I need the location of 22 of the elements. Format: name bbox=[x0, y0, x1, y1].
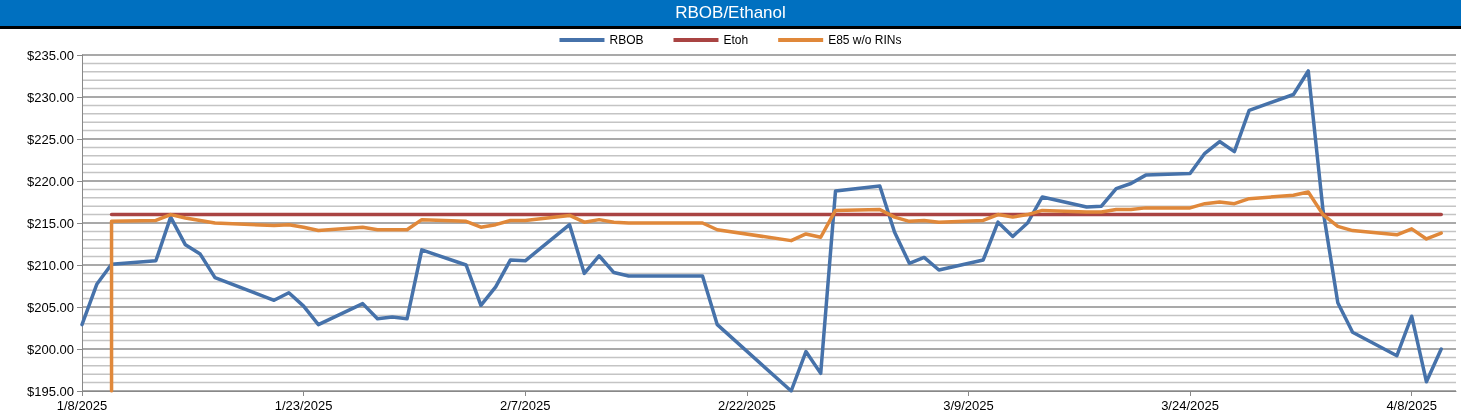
x-tick-label: 3/9/2025 bbox=[943, 398, 994, 412]
x-tick-label: 3/24/2025 bbox=[1161, 398, 1219, 412]
y-tick-label: $195.00 bbox=[27, 383, 74, 399]
y-tick-label: $205.00 bbox=[27, 299, 74, 315]
legend-label: E85 w/o RINs bbox=[828, 33, 902, 47]
line-series bbox=[80, 69, 1443, 393]
x-tick-label: 1/8/2025 bbox=[56, 398, 108, 412]
legend-label: RBOB bbox=[609, 33, 644, 47]
line-series bbox=[109, 190, 1443, 393]
y-tick-label: $215.00 bbox=[27, 215, 74, 231]
legend-label: Etoh bbox=[723, 33, 749, 47]
y-tick-label: $220.00 bbox=[27, 173, 74, 189]
y-tick-label: $230.00 bbox=[27, 89, 74, 105]
x-tick-label: 1/23/2025 bbox=[274, 398, 333, 412]
x-tick-label: 2/22/2025 bbox=[717, 398, 776, 412]
y-tick-label: $210.00 bbox=[27, 257, 74, 273]
x-tick-label: 4/8/2025 bbox=[1386, 398, 1437, 412]
y-tick-label: $235.00 bbox=[27, 47, 74, 63]
x-tick-label: 2/7/2025 bbox=[499, 398, 551, 412]
y-tick-label: $225.00 bbox=[27, 131, 74, 147]
chart-title: RBOB/Ethanol bbox=[0, 0, 1461, 29]
y-tick-label: $200.00 bbox=[27, 341, 74, 357]
